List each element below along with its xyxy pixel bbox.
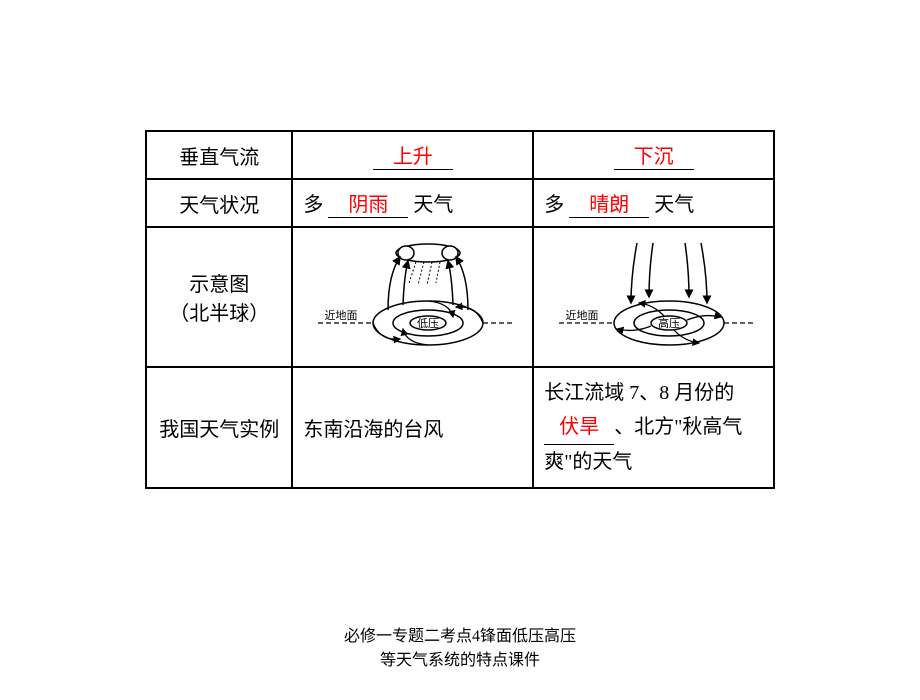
- cell-drought: 长江流域 7、8 月份的 伏旱、北方"秋高气 爽"的天气: [533, 367, 774, 488]
- row-examples: 我国天气实例 东南沿海的台风 长江流域 7、8 月份的 伏旱、北方"秋高气 爽"…: [146, 367, 774, 488]
- diagram-label-line2: （北半球）: [169, 303, 269, 325]
- value-sinking: 下沉: [634, 146, 674, 168]
- value-sunny: 晴朗: [589, 194, 629, 216]
- footer-caption: 必修一专题二考点4锋面低压高压 等天气系统的特点课件: [0, 622, 920, 670]
- value-rainy: 阴雨: [348, 194, 388, 216]
- cell-rising: 上升: [292, 131, 533, 179]
- row-weather-condition: 天气状况 多 阴雨 天气 多 晴朗 天气: [146, 179, 774, 227]
- low-pressure-svg: 低压 近地面: [308, 235, 518, 360]
- row-diagram: 示意图 （北半球）: [146, 227, 774, 367]
- label-examples: 我国天气实例: [146, 367, 292, 488]
- high-pressure-center-label: 高压: [658, 316, 680, 330]
- footer-line1: 必修一专题二考点4锋面低压高压: [344, 628, 576, 645]
- footer-line2: 等天气系统的特点课件: [380, 652, 540, 669]
- suffix-weather-1: 天气: [413, 194, 453, 216]
- prefix-duo-2: 多: [544, 194, 564, 216]
- label-diagram: 示意图 （北半球）: [146, 227, 292, 367]
- cell-sinking: 下沉: [533, 131, 774, 179]
- label-vertical-airflow: 垂直气流: [146, 131, 292, 179]
- high-pressure-svg: 高压 近地面: [549, 235, 759, 360]
- low-pressure-center-label: 低压: [417, 317, 439, 330]
- suffix-weather-2: 天气: [654, 194, 694, 216]
- prefix-duo-1: 多: [303, 194, 323, 216]
- weather-systems-table: 垂直气流 上升 下沉 天气状况 多 阴雨 天气 多 晴朗 天气 示意图 （北半球…: [145, 130, 775, 489]
- surface-label-2: 近地面: [565, 309, 598, 322]
- label-weather-condition: 天气状况: [146, 179, 292, 227]
- cell-sunny: 多 晴朗 天气: [533, 179, 774, 227]
- cell-high-pressure-diagram: 高压 近地面: [533, 227, 774, 367]
- value-rising: 上升: [393, 146, 433, 168]
- cell-typhoon: 东南沿海的台风: [292, 367, 533, 488]
- yangtze-text: 长江流域 7、8 月份的: [544, 382, 734, 404]
- north-text-2: 爽"的天气: [544, 451, 632, 473]
- surface-label-1: 近地面: [324, 309, 357, 322]
- cell-low-pressure-diagram: 低压 近地面: [292, 227, 533, 367]
- row-vertical-airflow: 垂直气流 上升 下沉: [146, 131, 774, 179]
- diagram-label-line1: 示意图: [189, 274, 249, 296]
- north-text-1: 、北方"秋高气: [614, 416, 742, 438]
- value-drought: 伏旱: [559, 416, 599, 438]
- cell-rainy: 多 阴雨 天气: [292, 179, 533, 227]
